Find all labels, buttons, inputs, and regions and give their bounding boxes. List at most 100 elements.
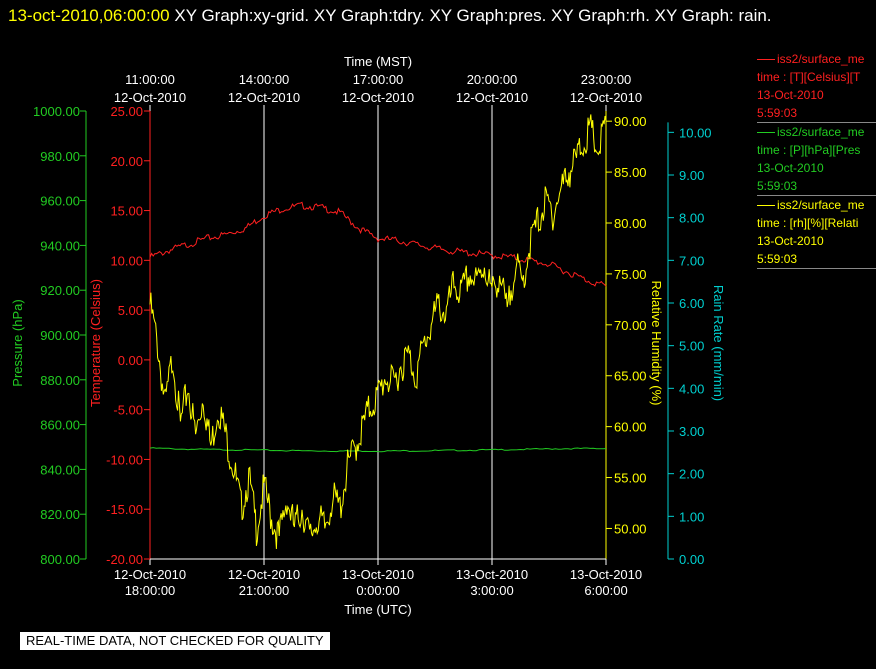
legend-separator (757, 195, 876, 196)
rain-tick-label: 1.00 (679, 509, 704, 524)
rh-tick-label: 55.00 (614, 471, 647, 486)
x-top-tick-label-time: 20:00:00 (467, 72, 518, 87)
legend-swatch (757, 59, 775, 61)
rh-tick-label: 60.00 (614, 420, 647, 435)
legend-swatch (757, 205, 775, 207)
legend-source: iss2/surface_me (777, 52, 865, 66)
pres-tick-label: 1000.00 (33, 104, 80, 119)
legend-swatch (757, 132, 775, 134)
series-line-pres (149, 447, 607, 453)
rh-axis-title: Relative Humidity (%) (649, 281, 664, 406)
tdry-tick-label: 10.00 (110, 253, 143, 268)
x-tick-label-date: 13-Oct-2010 (342, 567, 414, 582)
x-top-tick-label-date: 12-Oct-2010 (570, 90, 642, 105)
rain-tick-label: 2.00 (679, 467, 704, 482)
x-top-tick-label-time: 11:00:00 (125, 72, 175, 87)
legend-line4: 5:59:03 (757, 106, 798, 120)
legend-separator (757, 268, 876, 269)
x-top-tick-label-date: 12-Oct-2010 (114, 90, 186, 105)
rain-tick-label: 6.00 (679, 296, 704, 311)
pres-tick-label: 880.00 (40, 373, 80, 388)
grid-layer (263, 111, 493, 559)
x-top-tick-label-time: 17:00:00 (353, 72, 404, 87)
tdry-tick-label: -5.00 (113, 403, 143, 418)
x-axis-label-mst: Time (MST) (344, 54, 412, 69)
legend-separator (757, 122, 876, 123)
timestamp: 13-oct-2010,06:00:00 (8, 6, 170, 25)
tdry-tick-label: -10.00 (106, 452, 143, 467)
rh-tick-label: 50.00 (614, 521, 647, 536)
rain-tick-label: 9.00 (679, 168, 704, 183)
axes-layer (80, 105, 674, 565)
x-tick-label-time: 18:00:00 (125, 583, 176, 598)
rain-tick-label: 4.00 (679, 381, 704, 396)
legend-line3: 13-Oct-2010 (757, 234, 824, 248)
legend-line3: 13-Oct-2010 (757, 88, 824, 102)
tdry-tick-label: 25.00 (110, 104, 143, 119)
pres-tick-label: 960.00 (40, 194, 80, 209)
x-tick-label-date: 12-Oct-2010 (114, 567, 186, 582)
legend-line2: time : [P][hPa][Pres (757, 143, 861, 157)
tdry-tick-label: 0.00 (118, 353, 143, 368)
pres-tick-label: 980.00 (40, 149, 80, 164)
rain-tick-label: 8.00 (679, 211, 704, 226)
rain-tick-label: 0.00 (679, 552, 704, 567)
legend-source: iss2/surface_me (777, 125, 865, 139)
tdry-tick-label: 20.00 (110, 154, 143, 169)
tdry-tick-label: -20.00 (106, 552, 143, 567)
pres-axis-title: Pressure (hPa) (10, 299, 25, 386)
pres-tick-label: 900.00 (40, 328, 80, 343)
x-tick-label-time: 3:00:00 (470, 583, 513, 598)
pres-tick-label: 920.00 (40, 283, 80, 298)
pres-tick-label: 820.00 (40, 507, 80, 522)
rh-tick-label: 80.00 (614, 216, 647, 231)
tdry-tick-label: 15.00 (110, 204, 143, 219)
x-top-tick-label-time: 23:00:00 (581, 72, 632, 87)
x-tick-label-time: 0:00:00 (356, 583, 399, 598)
legend-line1: iss2/surface_me (757, 50, 876, 68)
x-tick-label-date: 13-Oct-2010 (570, 567, 642, 582)
series-line-rh (149, 114, 607, 550)
pres-tick-label: 840.00 (40, 462, 80, 477)
legend-line1: iss2/surface_me (757, 196, 876, 214)
rain-tick-label: 10.00 (679, 125, 712, 140)
rh-tick-label: 90.00 (614, 114, 647, 129)
x-axis-label-utc: Time (UTC) (344, 602, 411, 617)
rh-tick-label: 65.00 (614, 369, 647, 384)
x-top-tick-label-time: 14:00:00 (239, 72, 290, 87)
legend-line2: time : [rh][%][Relati (757, 216, 859, 230)
rain-tick-label: 5.00 (679, 339, 704, 354)
graph-list: XY Graph:xy-grid. XY Graph:tdry. XY Grap… (174, 6, 772, 25)
rain-axis-title: Rain Rate (mm/min) (711, 285, 726, 401)
legend-line3: 13-Oct-2010 (757, 161, 824, 175)
rh-tick-label: 70.00 (614, 318, 647, 333)
pres-tick-label: 800.00 (40, 552, 80, 567)
rain-tick-label: 7.00 (679, 253, 704, 268)
legend-line4: 5:59:03 (757, 179, 798, 193)
legend-line4: 5:59:03 (757, 252, 798, 266)
rh-tick-label: 85.00 (614, 165, 647, 180)
legend-source: iss2/surface_me (777, 198, 865, 212)
rh-tick-label: 75.00 (614, 267, 647, 282)
x-top-tick-label-date: 12-Oct-2010 (228, 90, 300, 105)
pres-tick-label: 940.00 (40, 238, 80, 253)
legend-line1: iss2/surface_me (757, 123, 876, 141)
header-title: 13-oct-2010,06:00:00 XY Graph:xy-grid. X… (8, 2, 858, 30)
tdry-tick-label: 5.00 (118, 303, 143, 318)
x-tick-label-date: 12-Oct-2010 (228, 567, 300, 582)
labels-layer: 12-Oct-201018:00:0012-Oct-201021:00:0013… (10, 54, 726, 617)
x-top-tick-label-date: 12-Oct-2010 (456, 90, 528, 105)
legend-line2: time : [T][Celsius][T (757, 70, 861, 84)
legend: iss2/surface_me time : [T][Celsius][T 13-O… (757, 50, 876, 269)
rain-tick-label: 3.00 (679, 424, 704, 439)
x-top-tick-label-date: 12-Oct-2010 (342, 90, 414, 105)
x-tick-label-time: 21:00:00 (239, 583, 290, 598)
pres-tick-label: 860.00 (40, 418, 80, 433)
tdry-axis-title: Temperature (Celsius) (88, 279, 103, 407)
x-tick-label-time: 6:00:00 (584, 583, 627, 598)
quality-note: REAL-TIME DATA, NOT CHECKED FOR QUALITY (20, 632, 330, 650)
